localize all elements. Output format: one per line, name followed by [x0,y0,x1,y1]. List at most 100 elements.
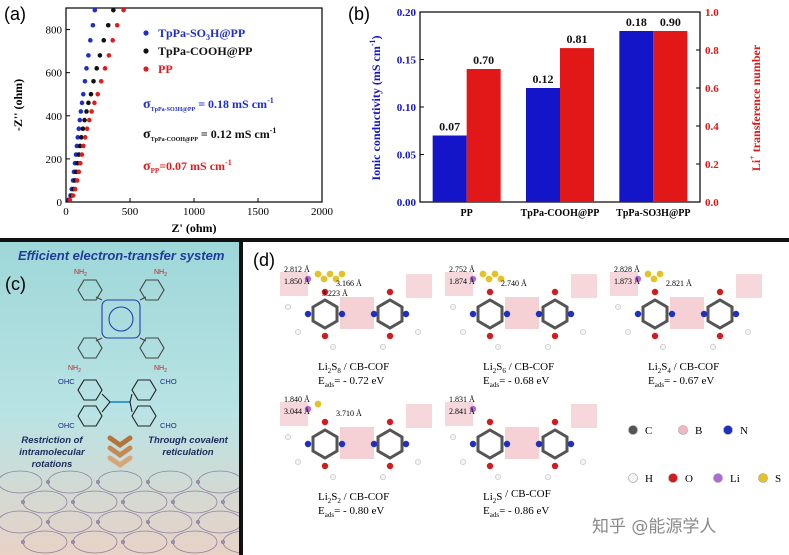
nitrogen-atom [535,310,543,318]
framework-node [71,539,76,544]
boron-cluster [505,297,539,329]
ohc-label-2: OHC [58,421,75,430]
nyquist-point [77,143,83,149]
nyquist-point [82,78,88,84]
oxygen-atom [651,332,659,340]
nyquist-point [94,66,100,71]
framework-node [20,499,25,504]
y-tick-label: 0.15 [397,55,417,67]
legend-atom-marker [628,425,638,435]
sigma-pp-annotation: σPP=0.07 mS cm-1 [143,158,232,175]
bar-value-label: 0.90 [660,15,681,29]
sulfur-atom [320,275,328,283]
bond-distance-label: 2.752 Å [449,265,475,274]
panel-a-label: (a) [4,4,26,24]
panel-d-structures: (d) 2.812 Å 1.850 Å 3.166 Å3.223 Å Li2S8 / … [253,250,781,519]
lithium-atom [634,275,642,283]
boron-cluster [280,272,308,296]
hydrogen-atom [380,344,386,350]
legend-atom-symbol: H [645,473,653,485]
legend-atom-marker [758,473,768,483]
oxygen-atom [321,332,329,340]
nyquist-point [70,193,76,198]
framework-node [46,479,51,484]
legend-atom-marker [628,473,638,483]
bond-distance-label: 2.841 Å [449,407,475,416]
nh2-label-1: NH2 [74,269,87,278]
sulfur-atom [338,270,346,278]
legend-marker-so3h [143,30,149,36]
hydrogen-atom [285,434,291,440]
x-tick-label: 0 [63,206,69,218]
legend-atom-marker [678,425,688,435]
oxygen-atom [551,418,559,426]
sulfur-atom [326,270,334,278]
nyquist-point [78,160,83,166]
nyquist-point [88,91,94,97]
nyquist-point [79,135,84,140]
bond-distance-label: 1.873 Å [614,277,640,286]
benzene-ring [476,298,504,330]
framework-node [20,539,25,544]
benzene-ring [541,298,569,330]
x-tick-label: 1500 [247,206,270,218]
lithium-atom [304,275,312,283]
nyquist-point [74,178,80,183]
nyquist-point [81,143,86,149]
x-tick-label: 2000 [311,206,334,218]
oxygen-atom [321,462,329,470]
ohc-label-1: OHC [58,377,75,386]
bond-distance-label: 3.223 Å [322,289,348,298]
hydrogen-atom [380,474,386,480]
boron-cluster [571,404,597,428]
panel-c-graphic: (c) NH2 NH2 NH2 NH2 OHC CHO OHC [0,269,239,554]
y-tick-label: 0.10 [397,102,417,114]
sulfur-atom [656,270,664,278]
framework-node [145,519,150,524]
hydrogen-atom [625,329,631,335]
boron-cluster [340,297,374,329]
aldehyde-molecule [77,379,157,427]
bond-distance-label: 2.812 Å [284,265,310,274]
nitrogen-atom [567,440,575,448]
nyquist-point [92,7,98,13]
benzene-ring [476,428,504,460]
boron-cluster [610,272,638,296]
panel-c-scheme: Efficient electron-transfer system (c) N… [0,242,239,555]
panel-c-label: (c) [5,274,26,294]
sulfur-atom [479,270,487,278]
legend-atom-symbol: C [645,425,652,437]
y2-tick-label: 0.6 [705,83,719,95]
nyquist-point [79,100,85,106]
legend-so3h: TpPa-SO3H@PP [158,26,245,42]
framework-ring [147,470,193,494]
framework-ring [147,510,193,534]
framework-ring [172,530,218,554]
boron-cluster [505,427,539,459]
framework-ring [197,510,239,534]
nh2-label-4: NH2 [154,365,167,374]
framework-ring [72,490,118,514]
framework-node [121,539,126,544]
nitrogen-atom [370,310,378,318]
bond-distance-label: 2.821 Å [666,279,692,288]
hydrogen-atom [415,459,421,465]
oxygen-atom [486,288,494,296]
hydrogen-atom [545,474,551,480]
oxygen-atom [551,332,559,340]
y2-tick-label: 0.8 [705,45,719,57]
adsorption-energy: Eads= - 0.80 eV [318,505,384,519]
hydrogen-atom [285,304,291,310]
nyquist-point [86,100,91,106]
oxygen-atom [386,288,394,296]
panel-b-ticks: PP TpPa-COOH@PP TpPa-SO3H@PP 0.00 0.05 0.10 0.… [397,7,720,219]
nitrogen-atom [732,310,740,318]
framework-node [170,539,175,544]
nitrogen-atom [503,440,511,448]
nyquist-point [98,78,104,84]
framework-ring [122,490,168,514]
panel-divider-horizontal [0,238,789,242]
panel-a-legend: TpPa-SO3H@PP TpPa-COOH@PP PP [143,26,253,76]
boron-cluster [670,297,704,329]
